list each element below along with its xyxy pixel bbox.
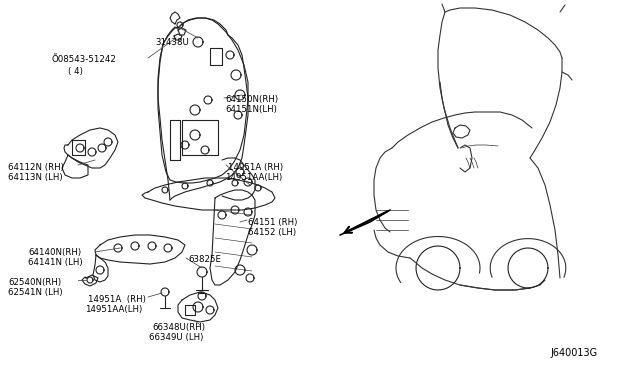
Text: 31438U: 31438U: [155, 38, 189, 47]
Text: 62540N(RH): 62540N(RH): [8, 278, 61, 287]
Text: Õ08543-51242: Õ08543-51242: [52, 55, 117, 64]
Text: 64140N(RH): 64140N(RH): [28, 248, 81, 257]
Text: J640013G: J640013G: [551, 348, 598, 358]
Text: 64152 (LH): 64152 (LH): [248, 228, 296, 237]
Text: 64113N (LH): 64113N (LH): [8, 173, 63, 182]
Text: 64112N (RH): 64112N (RH): [8, 163, 64, 172]
Text: 66349U (LH): 66349U (LH): [149, 333, 204, 342]
Text: 14951AA(LH): 14951AA(LH): [85, 305, 142, 314]
Text: 64151N(LH): 64151N(LH): [225, 105, 277, 114]
Text: 63825E: 63825E: [188, 255, 221, 264]
Text: 14951A (RH): 14951A (RH): [228, 163, 283, 172]
Text: 14951A  (RH): 14951A (RH): [88, 295, 146, 304]
Text: 64141N (LH): 64141N (LH): [28, 258, 83, 267]
Text: 62541N (LH): 62541N (LH): [8, 288, 63, 297]
Text: 14951AA(LH): 14951AA(LH): [225, 173, 282, 182]
Text: ( 4): ( 4): [68, 67, 83, 76]
Text: 64150N(RH): 64150N(RH): [225, 95, 278, 104]
Text: 64151 (RH): 64151 (RH): [248, 218, 298, 227]
Text: 66348U(RH): 66348U(RH): [152, 323, 205, 332]
